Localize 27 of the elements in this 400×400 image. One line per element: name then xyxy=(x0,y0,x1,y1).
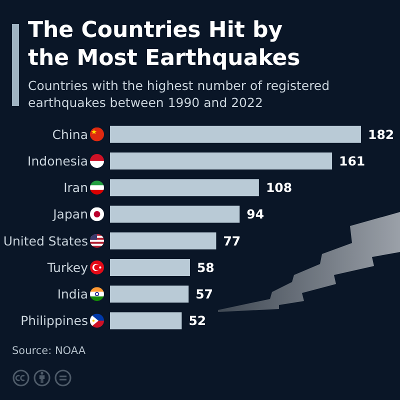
data-label: 108 xyxy=(266,180,292,196)
data-label: 94 xyxy=(246,206,264,222)
y-tick-label: Japan xyxy=(52,206,88,222)
data-label: 77 xyxy=(223,233,241,248)
y-tick-label: United States xyxy=(3,233,88,248)
bar xyxy=(110,206,240,223)
y-tick-label: China xyxy=(52,126,88,142)
chart-title: The Countries Hit by the Most Earthquakes xyxy=(28,17,302,73)
data-label: 58 xyxy=(196,260,214,275)
data-label: 182 xyxy=(368,126,394,142)
bar xyxy=(110,312,182,330)
bar xyxy=(110,258,190,276)
chart-subtitle: Countries with the highest number of registered earthquakes between 1990 and 2022 xyxy=(28,77,331,111)
bar xyxy=(110,152,332,170)
data-label: 52 xyxy=(188,313,206,328)
y-tick-label: Philippines xyxy=(20,313,88,328)
source-note: Source: NOAA xyxy=(12,344,86,358)
bar xyxy=(110,126,361,143)
data-label: 57 xyxy=(196,286,214,302)
bar xyxy=(110,179,259,196)
y-tick-label: Turkey xyxy=(46,260,89,275)
bar xyxy=(110,286,189,303)
data-label: 161 xyxy=(339,153,366,168)
y-tick-label: India xyxy=(57,286,88,302)
bar xyxy=(110,232,216,250)
y-tick-label: Indonesia xyxy=(28,153,88,168)
y-tick-label: Iran xyxy=(64,180,88,196)
